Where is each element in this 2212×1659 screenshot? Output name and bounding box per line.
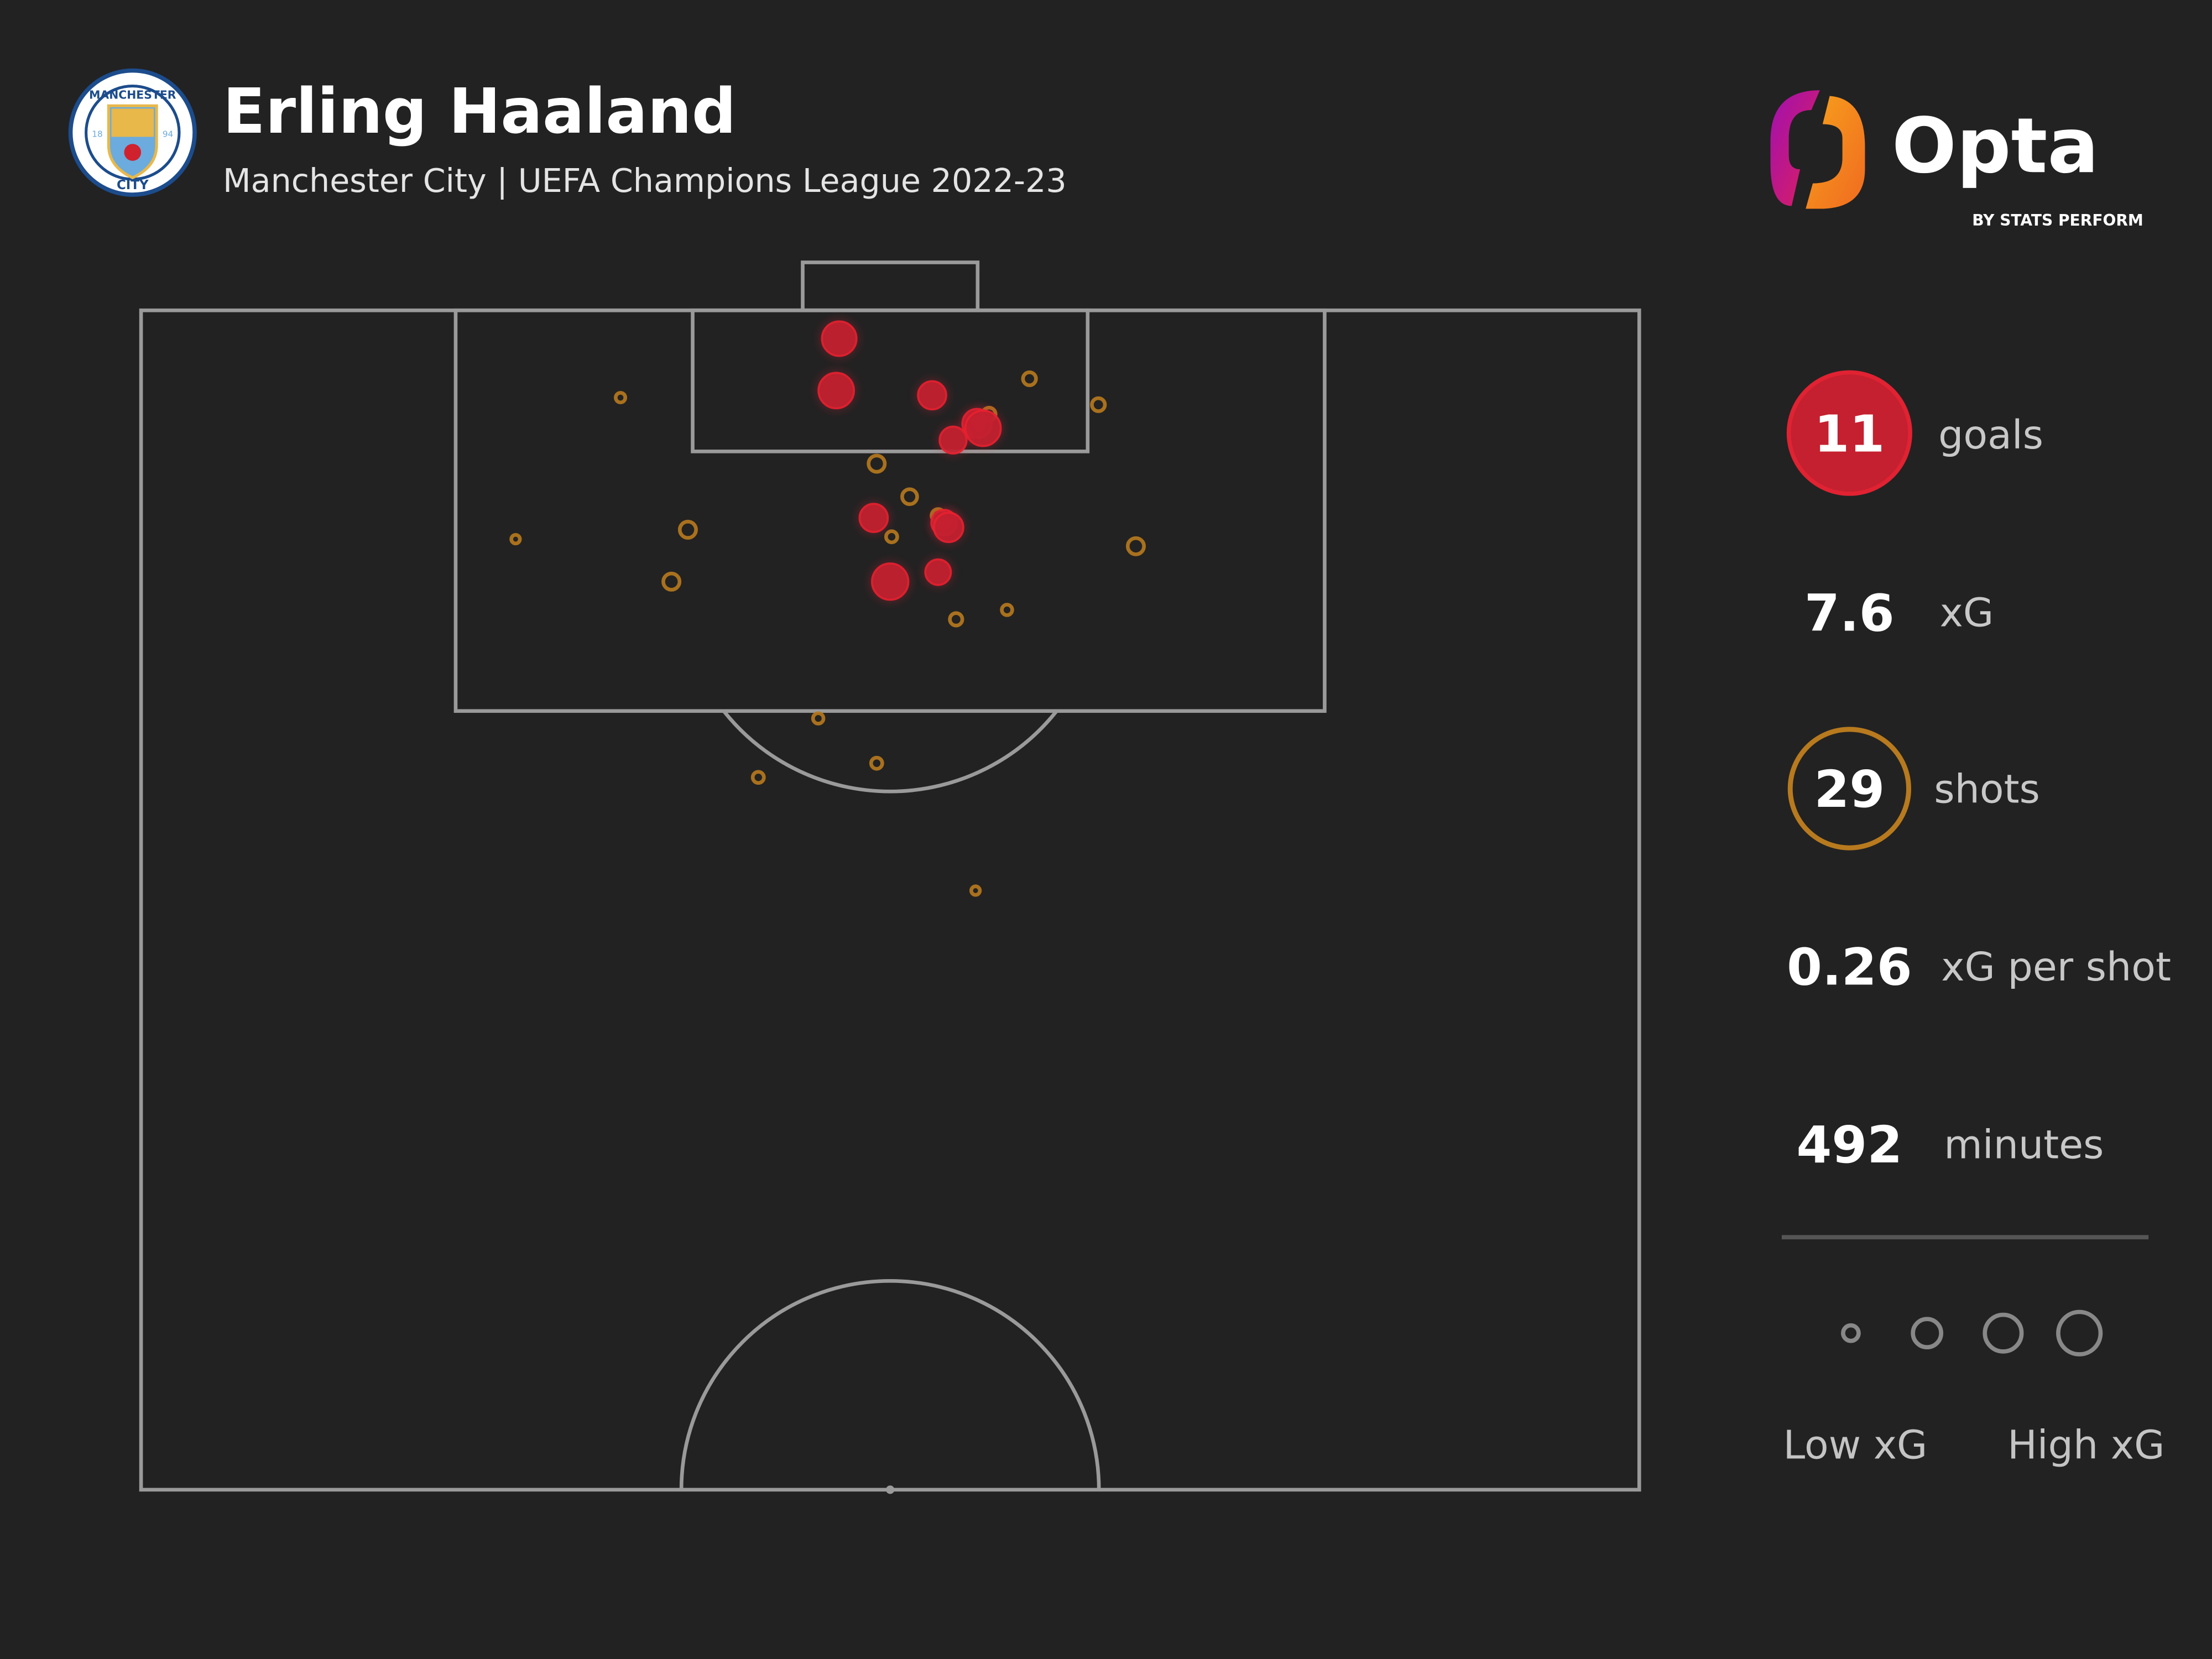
penalty-arc bbox=[722, 709, 1058, 794]
shot-marker bbox=[509, 533, 522, 546]
shot-marker bbox=[811, 711, 826, 726]
xg-per-shot-label: xG per shot bbox=[1941, 944, 2171, 990]
shots-value: 29 bbox=[1814, 760, 1885, 819]
page-title: Erling Haaland bbox=[223, 76, 736, 148]
legend-size-circle bbox=[2056, 1310, 2103, 1357]
legend-size-circle bbox=[1983, 1312, 2024, 1354]
shots-layer bbox=[509, 319, 1146, 897]
goal-marker bbox=[932, 512, 964, 544]
xg-label: xG bbox=[1940, 590, 1994, 636]
center-circle bbox=[679, 1279, 1101, 1490]
shot-marker bbox=[750, 770, 766, 785]
crest-year-right: 94 bbox=[163, 129, 173, 139]
shot-marker bbox=[869, 755, 884, 771]
legend-size-circle bbox=[1841, 1323, 1861, 1343]
minutes-label: minutes bbox=[1944, 1121, 2104, 1167]
shot-marker bbox=[1090, 396, 1107, 413]
shot-marker bbox=[1021, 370, 1038, 387]
goal-marker bbox=[924, 558, 952, 586]
goals-badge-icon bbox=[1786, 370, 1912, 496]
legend-size-scale bbox=[1841, 1310, 2103, 1357]
pitch bbox=[139, 260, 1641, 1494]
shot-marker bbox=[969, 884, 982, 897]
goal bbox=[801, 260, 980, 312]
goals-value: 11 bbox=[1814, 404, 1885, 463]
crest-text-bottom: CITY bbox=[117, 178, 149, 192]
shot-marker bbox=[1000, 603, 1014, 617]
goals-label: goals bbox=[1938, 412, 2043, 458]
opta-tagline: BY STATS PERFORM bbox=[1972, 211, 2143, 229]
opta-wordmark: Opta bbox=[1892, 102, 2099, 190]
shot-marker bbox=[900, 487, 919, 507]
legend-high-label: High xG bbox=[2007, 1422, 2164, 1468]
minutes-value: 492 bbox=[1797, 1115, 1903, 1175]
shot-marker bbox=[1125, 536, 1146, 556]
shots-label: shots bbox=[1934, 766, 2039, 812]
crest-year-left: 18 bbox=[92, 129, 102, 139]
shot-marker bbox=[884, 529, 899, 545]
page-subtitle: Manchester City | UEFA Champions League … bbox=[223, 162, 1067, 200]
xg-per-shot-value: 0.26 bbox=[1787, 938, 1912, 997]
shot-marker bbox=[614, 391, 628, 405]
shot-marker bbox=[867, 453, 887, 474]
goal-marker bbox=[964, 409, 1002, 447]
shots-badge-icon bbox=[1787, 727, 1911, 851]
goal-marker bbox=[938, 425, 968, 455]
opta-logo: Opta BY STATS PERFORM bbox=[1770, 90, 2143, 229]
club-crest-logo: MANCHESTER CITY 18 94 bbox=[68, 68, 197, 197]
shot-marker bbox=[948, 611, 964, 628]
goal-marker bbox=[917, 380, 947, 411]
goal-marker bbox=[821, 320, 858, 357]
shot-marker bbox=[661, 571, 682, 592]
center-spot bbox=[886, 1485, 895, 1494]
legend-low-label: Low xG bbox=[1783, 1422, 1927, 1468]
stats-panel: 11 goals 7.6 xG 29 shots 0.26 xG per sho… bbox=[1781, 370, 2171, 1468]
goal-marker bbox=[817, 372, 855, 410]
shot-marker bbox=[677, 519, 698, 540]
xg-value: 7.6 bbox=[1804, 583, 1895, 643]
goal-marker bbox=[871, 562, 910, 601]
crest-text-top: MANCHESTER bbox=[89, 88, 176, 102]
goal-marker bbox=[858, 503, 889, 533]
legend-size-circle bbox=[1911, 1317, 1944, 1350]
